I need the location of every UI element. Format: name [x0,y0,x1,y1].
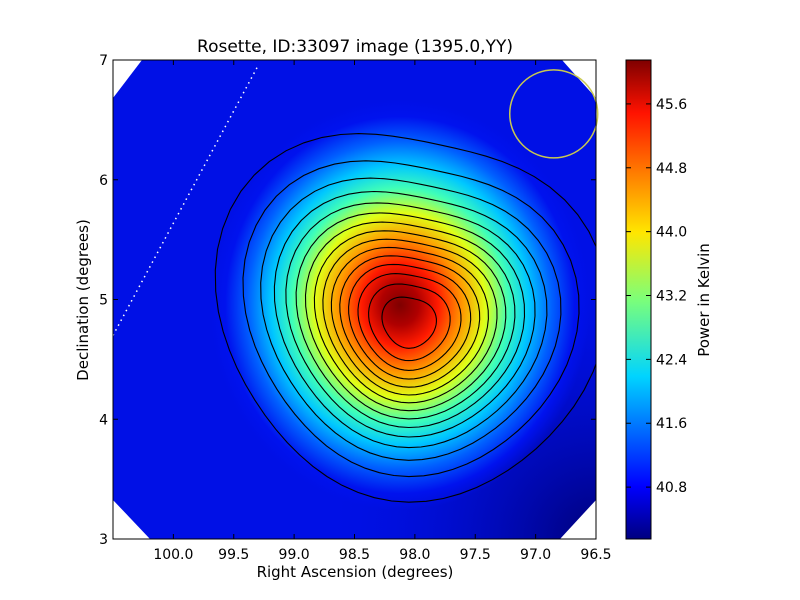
dotted-line [112,65,259,336]
colorbar [625,59,652,540]
x-tick-label: 98.5 [339,547,370,563]
x-tick-label: 99.5 [218,547,249,563]
y-axis: 3 4 5 6 7 [99,53,596,548]
contour [368,283,451,362]
contour-lines [214,133,596,503]
colorbar-label: Power in Kelvin [695,243,713,357]
x-tick-label: 97.5 [460,547,491,563]
x-tick-label: 100.0 [153,547,193,563]
contour [322,238,498,404]
y-tick-label: 7 [99,53,108,69]
y-tick-label: 4 [99,412,108,428]
x-tick-label: 97.0 [520,547,551,563]
x-tick-label: 98.0 [399,547,430,563]
colorbar-axis: 40.8 41.6 42.4 43.2 44.0 44.8 45.6 [626,97,687,496]
x-tick-label: 99.0 [279,547,310,563]
y-tick-label: 5 [99,293,108,309]
y-axis-label: Declination (degrees) [74,219,92,381]
y-tick-label: 6 [99,173,108,189]
y-tick-label: 3 [99,532,108,548]
contour [285,202,536,438]
colorbar-tick-label: 44.8 [656,161,687,177]
x-axis-label: Right Ascension (degrees) [257,563,454,581]
colorbar-tick-label: 42.4 [656,352,687,368]
colorbar-tick-label: 40.8 [656,480,687,496]
chart-title: Rosette, ID:33097 image (1395.0,YY) [197,37,513,57]
colorbar-tick-label: 43.2 [656,289,687,305]
contour [273,190,548,449]
heatmap-image [113,60,596,539]
colorbar-tick-label: 44.0 [656,225,687,241]
contour [348,263,472,380]
contour [339,255,481,388]
contour [295,212,526,429]
x-tick-label: 96.5 [580,547,611,563]
beam-circle [508,69,599,159]
contour [313,230,507,412]
contour [304,221,516,420]
colorbar-tick-label: 41.6 [656,416,687,432]
contour [242,160,580,478]
contour [381,296,437,349]
contour [214,133,596,503]
x-axis: 100.0 99.5 99.0 98.5 98.0 97.5 97.0 96.5 [153,60,612,563]
colorbar-tick-label: 45.6 [656,97,687,113]
contour [260,177,562,461]
contour [357,273,462,371]
contour [330,246,489,396]
